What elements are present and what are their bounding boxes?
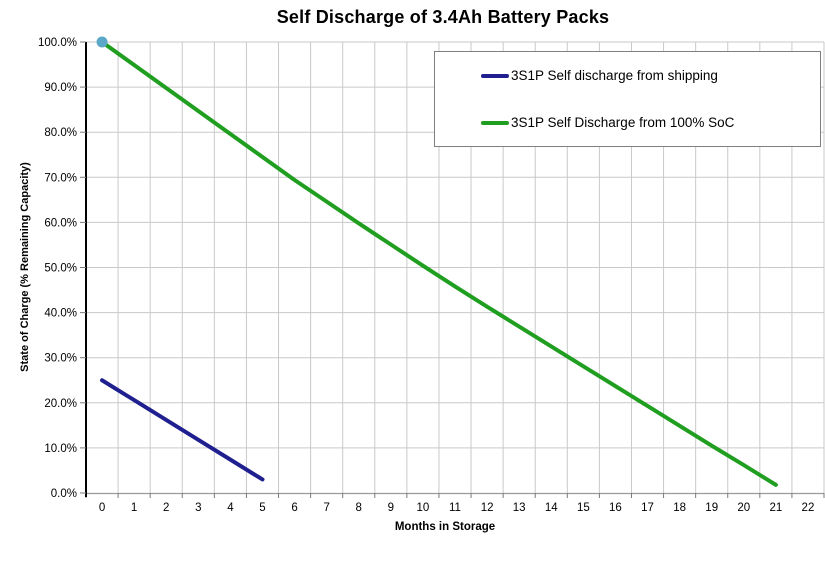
x-tick-label: 6: [291, 502, 297, 514]
legend-label-shipping: 3S1P Self discharge from shipping: [511, 68, 718, 83]
y-tick-label: 90.0%: [44, 82, 77, 94]
x-tick-label: 9: [388, 502, 394, 514]
chart-title: Self Discharge of 3.4Ah Battery Packs: [276, 7, 610, 27]
series-line-0: [100, 378, 265, 482]
y-tick-label: 80.0%: [44, 127, 77, 139]
y-tick-label: 0.0%: [51, 488, 77, 500]
y-tick-label: 10.0%: [44, 443, 77, 455]
y-tick-label: 60.0%: [44, 217, 77, 229]
y-tick-label: 20.0%: [44, 398, 77, 410]
x-tick-label: 15: [577, 502, 590, 514]
x-tick-label: 5: [259, 502, 265, 514]
x-tick-label: 3: [195, 502, 201, 514]
y-tick-label: 70.0%: [44, 172, 77, 184]
y-tick-label: 100.0%: [38, 37, 77, 49]
y-tick-label: 40.0%: [44, 308, 77, 320]
x-tick-label: 19: [705, 502, 718, 514]
start-marker-dot: [96, 36, 108, 48]
series-line-1: [100, 40, 778, 487]
legend-item-shipping: 3S1P Self discharge from shipping: [481, 68, 820, 83]
y-tick-label: 30.0%: [44, 353, 77, 365]
x-tick-label: 1: [131, 502, 137, 514]
x-tick-label: 13: [513, 502, 526, 514]
legend-label-100soc: 3S1P Self Discharge from 100% SoC: [511, 115, 735, 130]
legend: 3S1P Self discharge from shipping 3S1P S…: [434, 51, 821, 147]
x-tick-label: 11: [449, 502, 461, 514]
x-tick-label: 20: [737, 502, 750, 514]
x-tick-label: 17: [641, 502, 654, 514]
x-tick-label: 7: [323, 502, 329, 514]
x-axis-title: Months in Storage: [394, 521, 496, 533]
x-tick-label: 16: [609, 502, 622, 514]
series-line-sample-100soc: [481, 120, 509, 125]
x-tick-label: 22: [802, 502, 815, 514]
x-tick-label: 18: [673, 502, 686, 514]
x-tick-label: 14: [545, 502, 558, 514]
series-line-sample-shipping: [481, 73, 509, 78]
x-tick-label: 21: [769, 502, 782, 514]
x-tick-label: 2: [163, 502, 169, 514]
x-tick-label: 0: [99, 502, 105, 514]
x-tick-label: 4: [227, 502, 234, 514]
x-tick-label: 10: [417, 502, 430, 514]
legend-item-100soc: 3S1P Self Discharge from 100% SoC: [481, 115, 820, 130]
x-tick-label: 12: [481, 502, 494, 514]
x-tick-label: 8: [356, 502, 362, 514]
y-tick-label: 50.0%: [44, 263, 77, 275]
